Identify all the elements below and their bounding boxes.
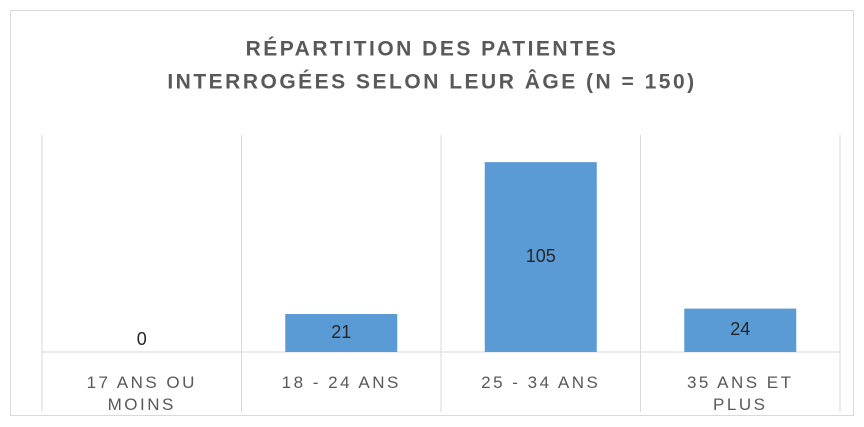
bar	[684, 308, 797, 352]
x-tick-label: 35 ANS ET PLUS	[686, 373, 794, 414]
data-label: 0	[137, 329, 147, 349]
data-label: 24	[730, 319, 750, 339]
bar	[484, 162, 597, 352]
chart-title: INTERROGÉES SELON LEUR ÂGE (N = 150)	[167, 70, 696, 94]
data-label: 21	[331, 322, 351, 342]
chart-title: RÉPARTITION DES PATIENTES	[246, 38, 619, 61]
x-tick-label: 18 - 24 ANS	[281, 373, 401, 392]
bar	[285, 314, 398, 352]
data-label: 105	[526, 246, 556, 266]
x-tick-label: 25 - 34 ANS	[481, 373, 601, 392]
x-tick-label: 17 ANS OU MOINS	[86, 373, 197, 414]
